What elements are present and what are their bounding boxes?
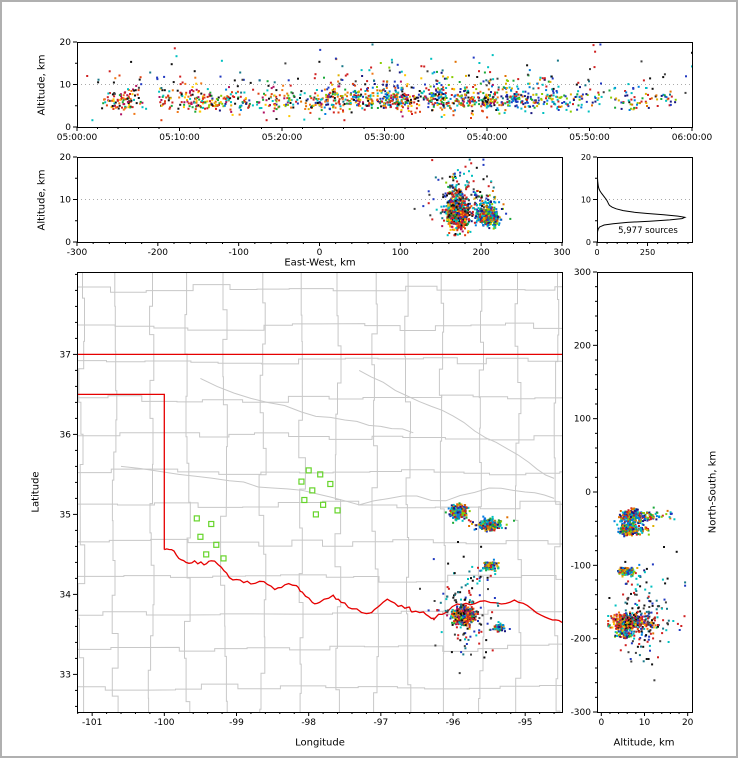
plan-xlabel: Longitude xyxy=(295,737,345,749)
ew-height-ylabel: Altitude, km xyxy=(36,169,48,231)
ns-height-points xyxy=(607,506,687,682)
state-border-red-river-border xyxy=(164,548,562,623)
ns-height-ylabel: North-South, km xyxy=(707,450,719,534)
ew-height-xlabel: East-West, km xyxy=(284,257,356,269)
state-border-panhandle-border xyxy=(77,393,165,550)
lma-stations xyxy=(193,467,341,562)
map-base xyxy=(77,272,562,712)
ew-height-points xyxy=(413,158,512,237)
ns-height-xlabel: Altitude, km xyxy=(613,737,675,749)
sources-count-label: 5,977 sources xyxy=(618,226,678,236)
panel-time-height-axes: 05:00:00 05:10:00 05:20:00 05:30:00 05:40:00… xyxy=(57,38,713,143)
plan-ylabel: Latitude xyxy=(30,471,42,513)
plan-view-points xyxy=(419,502,515,675)
time-height-points xyxy=(86,43,692,122)
time-height-ylabel: Altitude, km xyxy=(36,54,48,116)
